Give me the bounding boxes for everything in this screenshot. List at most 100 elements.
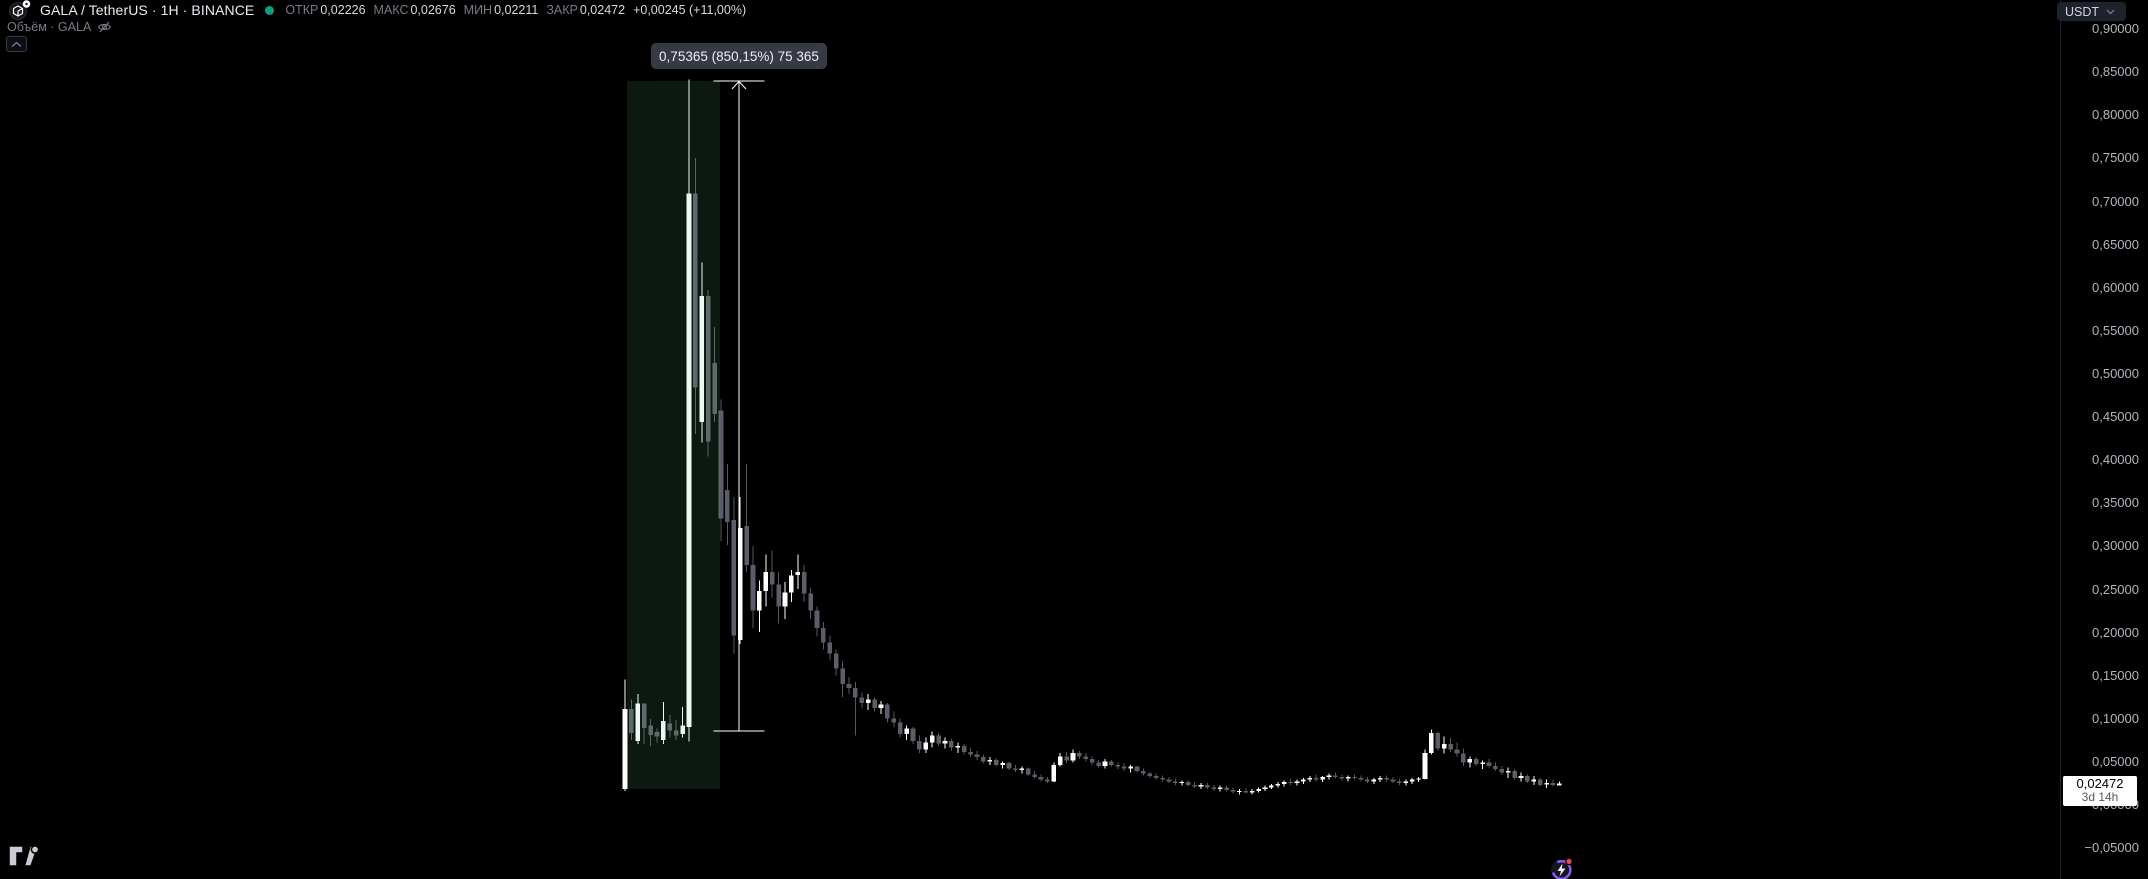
price-axis[interactable]: 0,90000 0,85000 0,80000 0,75000 0,70000 0,650… — [2060, 0, 2148, 879]
candle-body — [1461, 753, 1466, 763]
candle-body — [622, 708, 628, 790]
candle-body — [1377, 777, 1383, 780]
candle-body — [661, 721, 666, 740]
candle-body — [974, 754, 980, 758]
candle-body — [1057, 756, 1063, 765]
low-value: 0,02211 — [494, 3, 539, 17]
market-status-dot[interactable] — [265, 5, 275, 15]
candle-body — [1185, 782, 1191, 785]
candle-body — [1077, 752, 1082, 757]
price-tick-label: −0,05000 — [2084, 840, 2139, 856]
eye-off-icon[interactable] — [97, 20, 112, 34]
candle-body — [705, 295, 711, 442]
last-price-value: 0,02472 — [2076, 776, 2124, 791]
candle-body — [1198, 784, 1204, 787]
candle-body — [1243, 790, 1249, 793]
candle-body — [1115, 764, 1121, 767]
candle-body — [1429, 733, 1434, 753]
candle-body — [1288, 782, 1293, 784]
candle-body — [1499, 769, 1505, 773]
candle-body — [712, 363, 717, 415]
candle-body — [878, 704, 884, 708]
candle-body — [782, 592, 788, 607]
candle-body — [942, 740, 948, 744]
candle-body — [1179, 782, 1185, 784]
candle-body — [949, 740, 954, 748]
candle-body — [1000, 763, 1005, 765]
high-label: МАКС — [373, 3, 409, 17]
price-range-tool[interactable] — [713, 80, 765, 732]
volume-indicator-label[interactable]: Объём · GALA — [7, 20, 92, 34]
candle-body — [1345, 777, 1351, 779]
lightning-bolt-icon — [1557, 863, 1566, 877]
candle-body — [1045, 779, 1050, 782]
candle-body — [955, 746, 961, 748]
candle-body — [1089, 758, 1095, 763]
candle-body — [757, 590, 762, 611]
candle-body — [1467, 758, 1473, 763]
price-tick-label: 0,25000 — [2092, 581, 2139, 597]
candle-body — [667, 723, 673, 731]
candle-body — [1294, 781, 1300, 783]
candle-body — [1493, 765, 1498, 770]
currency-toggle-button[interactable]: USDT — [2057, 2, 2126, 21]
low-label: МИН — [463, 3, 493, 17]
candle-body — [968, 752, 973, 755]
candle-body — [1192, 784, 1197, 787]
candle-body — [1230, 789, 1236, 792]
candle-body — [1544, 783, 1549, 785]
candle-body — [1032, 774, 1037, 777]
symbol-title[interactable]: GALA / TetherUS · 1H · BINANCE — [40, 2, 255, 18]
candle-body — [814, 610, 820, 628]
chevron-down-icon — [2106, 9, 2115, 14]
candle-body — [673, 730, 679, 736]
candle-body — [910, 728, 916, 741]
price-tick-label: 0,85000 — [2092, 64, 2139, 80]
candle-body — [891, 718, 897, 723]
candle-body — [1537, 779, 1543, 785]
price-tick-label: 0,30000 — [2092, 538, 2139, 554]
highlight-rectangle-drawing[interactable] — [627, 81, 720, 789]
price-tick-label: 0,75000 — [2092, 150, 2139, 166]
candle-body — [1038, 777, 1044, 780]
candle-body — [1397, 781, 1402, 783]
candle-body — [1006, 763, 1012, 769]
candle-body — [859, 697, 865, 703]
candle-body — [897, 722, 903, 734]
collapse-legend-button[interactable] — [6, 36, 27, 52]
candle-body — [1480, 762, 1485, 765]
candle-body — [1473, 758, 1479, 765]
lightning-bot-icon[interactable] — [1548, 857, 1576, 879]
high-value: 0,02676 — [410, 3, 456, 17]
bar-countdown: 3d 14h — [2081, 790, 2119, 804]
candle-body — [1313, 777, 1319, 780]
price-tick-label: 0,70000 — [2092, 193, 2139, 209]
candle-body — [641, 703, 647, 728]
candle-body — [629, 708, 634, 733]
candle-body — [1403, 781, 1409, 783]
candle-body — [1326, 775, 1332, 777]
candle-body — [936, 735, 941, 744]
candle-body — [1147, 773, 1153, 777]
indicator-legend: Объём · GALA — [7, 20, 112, 34]
candle-body — [1512, 771, 1517, 778]
candle-body — [1531, 779, 1537, 782]
measure-result-label[interactable]: 0,75365 (850,15%) 75 365 — [651, 43, 827, 69]
price-tick-label: 0,45000 — [2092, 409, 2139, 425]
candle-body — [885, 704, 890, 719]
candle-body — [750, 564, 756, 611]
candle-body — [718, 410, 724, 519]
tradingview-logo[interactable] — [8, 845, 41, 867]
candle-body — [987, 759, 993, 762]
candle-body — [1051, 764, 1057, 782]
candle-body — [1307, 777, 1313, 780]
last-price-label: 0,02472 3d 14h — [2063, 776, 2137, 806]
candle-body — [1320, 777, 1325, 780]
candle-body — [1070, 752, 1076, 761]
close-value: 0,02472 — [579, 3, 626, 17]
candle-body — [1153, 776, 1159, 778]
candle-body — [1121, 766, 1127, 769]
open-value: 0,02226 — [320, 3, 366, 17]
candle-body — [1422, 752, 1428, 779]
